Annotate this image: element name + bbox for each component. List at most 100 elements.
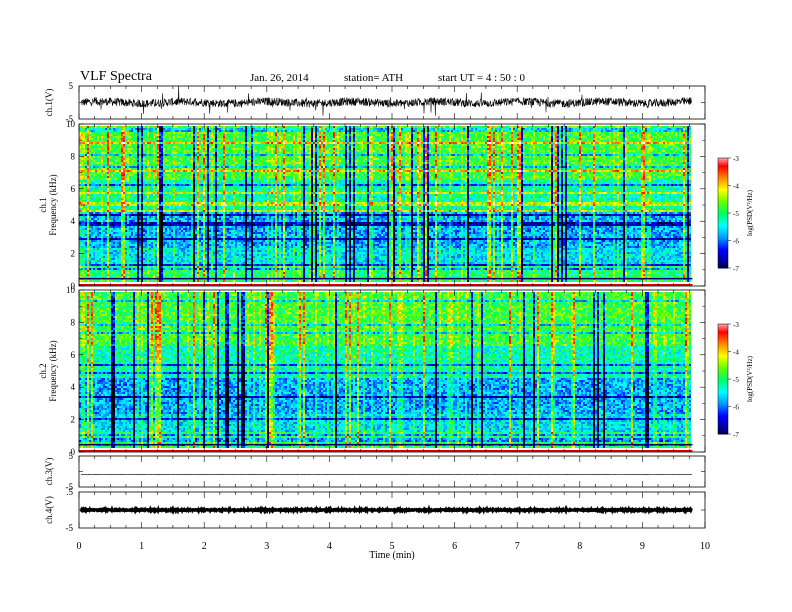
colorbar-segment xyxy=(718,244,728,247)
x-tick-label: 6 xyxy=(452,541,457,552)
colorbar-segment xyxy=(718,205,728,208)
colorbar-segment xyxy=(718,222,728,225)
colorbar-segment xyxy=(718,358,728,362)
spectrogram-band xyxy=(79,284,693,286)
colorbar-segment xyxy=(718,393,728,396)
colorbar-segment xyxy=(718,430,728,433)
colorbar-segment xyxy=(718,419,728,422)
colorbar-segment xyxy=(718,262,728,265)
colorbar-segment xyxy=(718,246,728,249)
spectrogram-band xyxy=(79,443,693,446)
colorbar-segment xyxy=(718,344,728,347)
colorbar-segment xyxy=(718,242,728,245)
y-tick-label: 0 xyxy=(71,281,76,291)
colorbar-segment xyxy=(718,428,728,431)
colorbar-segment xyxy=(718,167,728,170)
spectrogram-band xyxy=(79,450,693,452)
colorbar-segment xyxy=(718,183,728,186)
colorbar-segment xyxy=(718,233,728,236)
y-axis-label: ch.2 xyxy=(38,363,48,378)
colorbar-segment xyxy=(718,366,728,369)
colorbar-segment xyxy=(718,169,728,172)
colorbar-label: log(PSD(V²/Hz) xyxy=(746,355,754,402)
chart-title: VLF Spectra xyxy=(80,69,152,85)
y-tick-label: 10 xyxy=(66,285,76,295)
colorbar-segment xyxy=(718,355,728,358)
y-tick-label: 2 xyxy=(71,249,76,259)
y-tick-label: -5 xyxy=(66,114,74,124)
colorbar-segment xyxy=(718,426,728,429)
colorbar-tick-label: -3 xyxy=(733,155,739,163)
colorbar-tick-label: -7 xyxy=(733,431,739,439)
start-time-label: start UT = 4 : 50 : 0 xyxy=(438,72,525,84)
colorbar-segment xyxy=(718,397,728,400)
colorbar-segment xyxy=(718,424,728,428)
x-tick-label: 1 xyxy=(139,541,144,552)
colorbar-segment xyxy=(718,165,728,168)
y-axis-label: Frequency (kHz) xyxy=(48,340,58,401)
colorbar-segment xyxy=(718,368,728,371)
colorbar-tick-label: -7 xyxy=(733,265,739,273)
colorbar-segment xyxy=(718,172,728,175)
colorbar-segment xyxy=(718,251,728,254)
colorbar-segment xyxy=(718,258,728,262)
colorbar-tick-label: -4 xyxy=(733,349,739,357)
colorbar-segment xyxy=(718,227,728,230)
colorbar-segment xyxy=(718,362,728,365)
y-tick-label: 4 xyxy=(71,216,76,226)
y-tick-label: 2 xyxy=(71,415,76,425)
colorbar-segment xyxy=(718,331,728,334)
colorbar-segment xyxy=(718,225,728,229)
colorbar-segment xyxy=(718,200,728,203)
colorbar-segment xyxy=(718,253,728,256)
colorbar-segment xyxy=(718,170,728,174)
colorbar-segment xyxy=(718,413,728,417)
colorbar-segment xyxy=(718,329,728,332)
colorbar-segment xyxy=(718,214,728,218)
colorbar-segment xyxy=(718,207,728,210)
colorbar-segment xyxy=(718,410,728,413)
colorbar-segment xyxy=(718,194,728,197)
colorbar-segment xyxy=(718,380,728,384)
colorbar-segment xyxy=(718,224,728,227)
y-axis-label: ch.1(V) xyxy=(44,89,54,117)
colorbar-segment xyxy=(718,203,728,207)
y-axis-label: ch.3(V) xyxy=(44,458,54,486)
y-tick-label: 6 xyxy=(71,350,76,360)
colorbar-segment xyxy=(718,335,728,338)
colorbar-segment xyxy=(718,181,728,185)
colorbar-segment xyxy=(718,159,728,163)
colorbar-tick-label: -5 xyxy=(733,210,739,218)
y-tick-label: 10 xyxy=(66,119,76,129)
colorbar-segment xyxy=(718,391,728,395)
x-tick-label: 10 xyxy=(700,541,710,552)
colorbar-segment xyxy=(718,247,728,251)
colorbar-segment xyxy=(718,176,728,179)
x-tick-label: 4 xyxy=(327,541,332,552)
x-tick-label: 9 xyxy=(640,541,645,552)
colorbar-segment xyxy=(718,379,728,382)
colorbar-segment xyxy=(718,373,728,376)
colorbar-segment xyxy=(718,257,728,260)
colorbar-segment xyxy=(718,415,728,418)
spectrogram-image xyxy=(79,292,691,448)
colorbar-segment xyxy=(718,202,728,205)
colorbar-segment xyxy=(718,377,728,380)
colorbar-segment xyxy=(718,386,728,389)
colorbar-tick-label: -6 xyxy=(733,238,739,246)
colorbar-segment xyxy=(718,238,728,241)
colorbar-segment xyxy=(718,174,728,177)
y-axis-label: Frequency (kHz) xyxy=(48,174,58,235)
colorbar-segment xyxy=(718,255,728,258)
colorbar-segment xyxy=(718,191,728,194)
colorbar-segment xyxy=(718,340,728,343)
colorbar-segment xyxy=(718,266,728,269)
colorbar-segment xyxy=(718,180,728,183)
colorbar-segment xyxy=(718,198,728,201)
colorbar-segment xyxy=(718,187,728,190)
colorbar-segment xyxy=(718,240,728,243)
x-tick-label: 7 xyxy=(515,541,520,552)
colorbar-segment xyxy=(718,235,728,238)
colorbar-segment xyxy=(718,399,728,402)
